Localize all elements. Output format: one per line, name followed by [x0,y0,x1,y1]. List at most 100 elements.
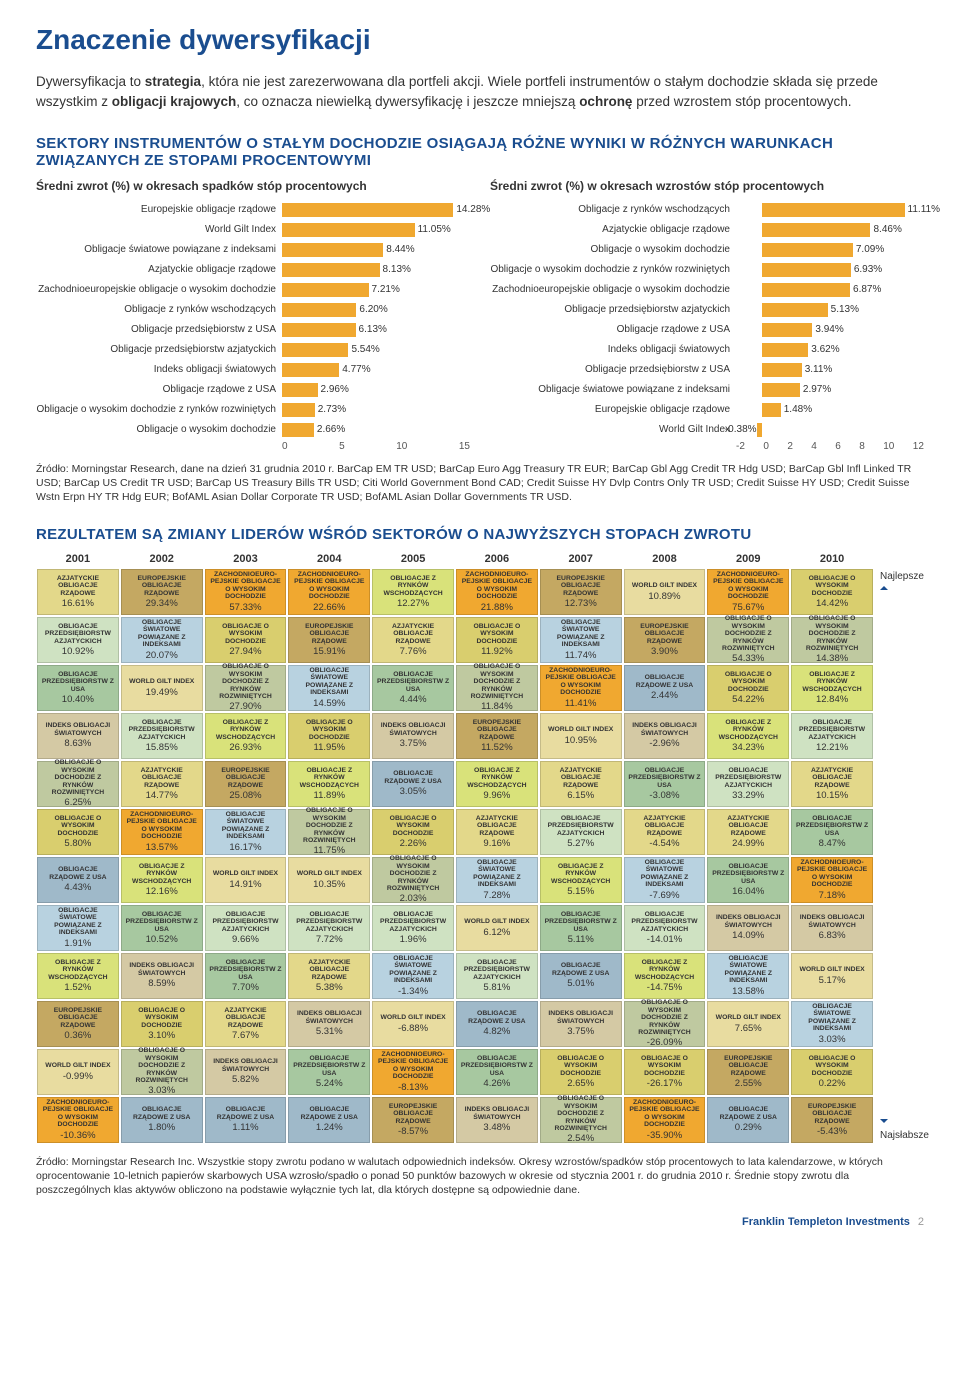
quilt-cell: INDEKS OBLIGACJI ŚWIATOWYCH5.31% [288,1001,370,1047]
quilt-cell-value: 75.67% [732,603,764,613]
quilt-cell-label: OBLIGACJE Z RYNKÓW WSCHODZĄCYCH [291,767,367,789]
quilt-cell: ZACHODNIOEURO-PEJSKIE OBLIGACJE O WYSOKI… [791,857,873,903]
chart-row: Obligacje o wysokim dochodzie7.09% [490,241,924,259]
quilt-cell-label: ZACHODNIOEURO-PEJSKIE OBLIGACJE O WYSOKI… [40,1099,116,1129]
chart-row: World Gilt Index11.05% [36,221,470,239]
chart-row-label: Europejskie obligacje rządowe [490,404,736,415]
quilt-cell-value: 14.91% [229,880,261,890]
quilt-cell: OBLIGACJE RZĄDOWE Z USA0.29% [707,1097,789,1143]
quilt-cell: OBLIGACJE PRZEDSIĘBIORSTW Z USA16.04% [707,857,789,903]
intro-paragraph: Dywersyfikacja to strategia, która nie j… [36,72,924,113]
quilt-cell-label: OBLIGACJE PRZEDSIĘBIORSTW AZJATYCKICH [208,911,284,933]
quilt-cell-value: 7.67% [232,1031,259,1041]
chart-value: 6.87% [853,283,881,297]
chart-row: Obligacje o wysokim dochodzie2.66% [36,421,470,439]
quilt-cell-label: OBLIGACJE ŚWIATOWE POWIĄZANE Z INDEKSAMI [208,811,284,841]
quilt-cell-value: 14.38% [816,654,848,664]
quilt-cell-value: 1.91% [64,939,91,949]
chart-bar [282,303,356,317]
page-footer: Franklin Templeton Investments 2 [36,1216,924,1228]
quilt-cell-label: WORLD GILT INDEX [548,726,613,733]
quilt-cell-value: 10.52% [146,935,178,945]
quilt-column: ZACHODNIOEURO-PEJSKIE OBLIGACJE O WYSOKI… [287,569,371,1145]
quilt-cell-value: 12.73% [565,599,597,609]
quilt-cell-value: 11.52% [481,743,513,753]
quilt-cell-label: WORLD GILT INDEX [380,1014,445,1021]
quilt-cell-label: OBLIGACJE Z RYNKÓW WSCHODZĄCYCH [208,719,284,741]
quilt-cell-value: -5.43% [817,1127,847,1137]
quilt-cell-value: 0.29% [735,1123,762,1133]
quilt-cell-label: OBLIGACJE PRZEDSIĘBIORSTW Z USA [710,863,786,885]
axis-tick: -2 [736,441,745,452]
quilt-cell-value: 3.90% [651,647,678,657]
chart-row-label: Zachodnioeuropejskie obligacje o wysokim… [490,284,736,295]
quilt-cell-label: WORLD GILT INDEX [799,966,864,973]
quilt-cell: WORLD GILT INDEX10.35% [288,857,370,903]
quilt-cell: OBLIGACJE PRZEDSIĘBIORSTW Z USA10.40% [37,665,119,711]
chart-bar [282,323,356,337]
axis-tick: 12 [913,441,924,452]
chart-bar [762,263,851,277]
quilt-cell-value: 19.49% [146,688,178,698]
quilt-cell-value: 1.24% [316,1123,343,1133]
chart-value: 2.97% [803,383,831,397]
quilt-cell: OBLIGACJE Z RYNKÓW WSCHODZĄCYCH9.96% [456,761,538,807]
quilt-cell-value: 34.23% [732,743,764,753]
quilt-cell: WORLD GILT INDEX14.91% [205,857,287,903]
quilt-cell-value: 2.03% [400,894,427,904]
quilt-column: ZACHODNIOEURO-PEJSKIE OBLIGACJE O WYSOKI… [204,569,288,1145]
chart-rise: Średni zwrot (%) w okresach wzrostów stó… [490,179,924,452]
quilt-cell-label: OBLIGACJE ŚWIATOWE POWIĄZANE Z INDEKSAMI [124,619,200,649]
chart-value: 5.54% [351,343,379,357]
quilt-chart: 2001200220032004200520062007200820092010… [36,553,874,1145]
chart-row: Obligacje rządowe z USA2.96% [36,381,470,399]
axis-tick: 15 [459,441,470,452]
quilt-cell: OBLIGACJE Z RYNKÓW WSCHODZĄCYCH11.89% [288,761,370,807]
quilt-cell: OBLIGACJE ŚWIATOWE POWIĄZANE Z INDEKSAMI… [540,617,622,663]
quilt-cell: OBLIGACJE PRZEDSIĘBIORSTW Z USA-3.08% [624,761,706,807]
chart-row-label: Obligacje światowe powiązane z indeksami [490,384,736,395]
chart-value: 2.96% [321,383,349,397]
quilt-cell-label: OBLIGACJE Z RYNKÓW WSCHODZĄCYCH [794,671,870,693]
quilt-column: EUROPEJSKIE OBLIGACJE RZĄDOWE29.34%OBLIG… [120,569,204,1145]
quilt-cell-value: 14.09% [732,931,764,941]
quilt-cell-label: WORLD GILT INDEX [45,1062,110,1069]
chart-row: Obligacje przedsiębiorstw azjatyckich5.1… [490,301,924,319]
quilt-cell-label: OBLIGACJE PRZEDSIĘBIORSTW AZJATYCKICH [794,719,870,741]
quilt-cell-value: 5.81% [483,983,510,993]
quilt-cell-label: OBLIGACJE PRZEDSIĘBIORSTW Z USA [124,911,200,933]
quilt-cell: EUROPEJSKIE OBLIGACJE RZĄDOWE0.36% [37,1001,119,1047]
chart-bar [762,203,905,217]
quilt-cell-label: EUROPEJSKIE OBLIGACJE RZĄDOWE [459,719,535,741]
quilt-cell-label: EUROPEJSKIE OBLIGACJE RZĄDOWE [794,1103,870,1125]
chart-row-label: Obligacje o wysokim dochodzie [490,244,736,255]
quilt-cell-value: 8.63% [64,739,91,749]
quilt-cell: OBLIGACJE O WYSOKIM DOCHODZIE Z RYNKÓW R… [540,1097,622,1143]
quilt-cell-label: AZJATYCKIE OBLIGACJE RZĄDOWE [375,623,451,645]
quilt-cell: OBLIGACJE O WYSOKIM DOCHODZIE11.92% [456,617,538,663]
quilt-cell-label: INDEKS OBLIGACJI ŚWIATOWYCH [459,1106,535,1121]
quilt-cell-value: -4.54% [649,839,679,849]
axis-tick: 0 [763,441,769,452]
quilt-column: EUROPEJSKIE OBLIGACJE RZĄDOWE12.73%OBLIG… [539,569,623,1145]
quilt-cell-label: OBLIGACJE O WYSOKIM DOCHODZIE Z RYNKÓW R… [794,615,870,652]
quilt-cell-label: OBLIGACJE O WYSOKIM DOCHODZIE Z RYNKÓW R… [40,759,116,796]
quilt-cell-value: 7.28% [483,891,510,901]
quilt-cell-label: OBLIGACJE RZĄDOWE Z USA [40,866,116,881]
quilt-cell-value: 9.96% [483,791,510,801]
quilt-cell-label: OBLIGACJE PRZEDSIĘBIORSTW AZJATYCKICH [124,719,200,741]
quilt-cell: OBLIGACJE PRZEDSIĘBIORSTW AZJATYCKICH5.2… [540,809,622,855]
arrow-up-icon [880,582,888,590]
quilt-cell-value: 13.57% [146,843,178,853]
quilt-cell-label: OBLIGACJE PRZEDSIĘBIORSTW Z USA [543,911,619,933]
quilt-column: OBLIGACJE Z RYNKÓW WSCHODZĄCYCH12.27%AZJ… [371,569,455,1145]
quilt-cell-value: -2.96% [649,739,679,749]
quilt-cell-value: 3.05% [400,787,427,797]
quilt-cell-label: ZACHODNIOEURO-PEJSKIE OBLIGACJE O WYSOKI… [208,571,284,601]
quilt-cell-value: 9.16% [483,839,510,849]
quilt-cell-label: EUROPEJSKIE OBLIGACJE RZĄDOWE [375,1103,451,1125]
quilt-cell-value: 11.84% [481,702,513,712]
quilt-column: ZACHODNIOEURO-PEJSKIE OBLIGACJE O WYSOKI… [706,569,790,1145]
quilt-cell: AZJATYCKIE OBLIGACJE RZĄDOWE24.99% [707,809,789,855]
quilt-cell-value: 14.42% [816,599,848,609]
